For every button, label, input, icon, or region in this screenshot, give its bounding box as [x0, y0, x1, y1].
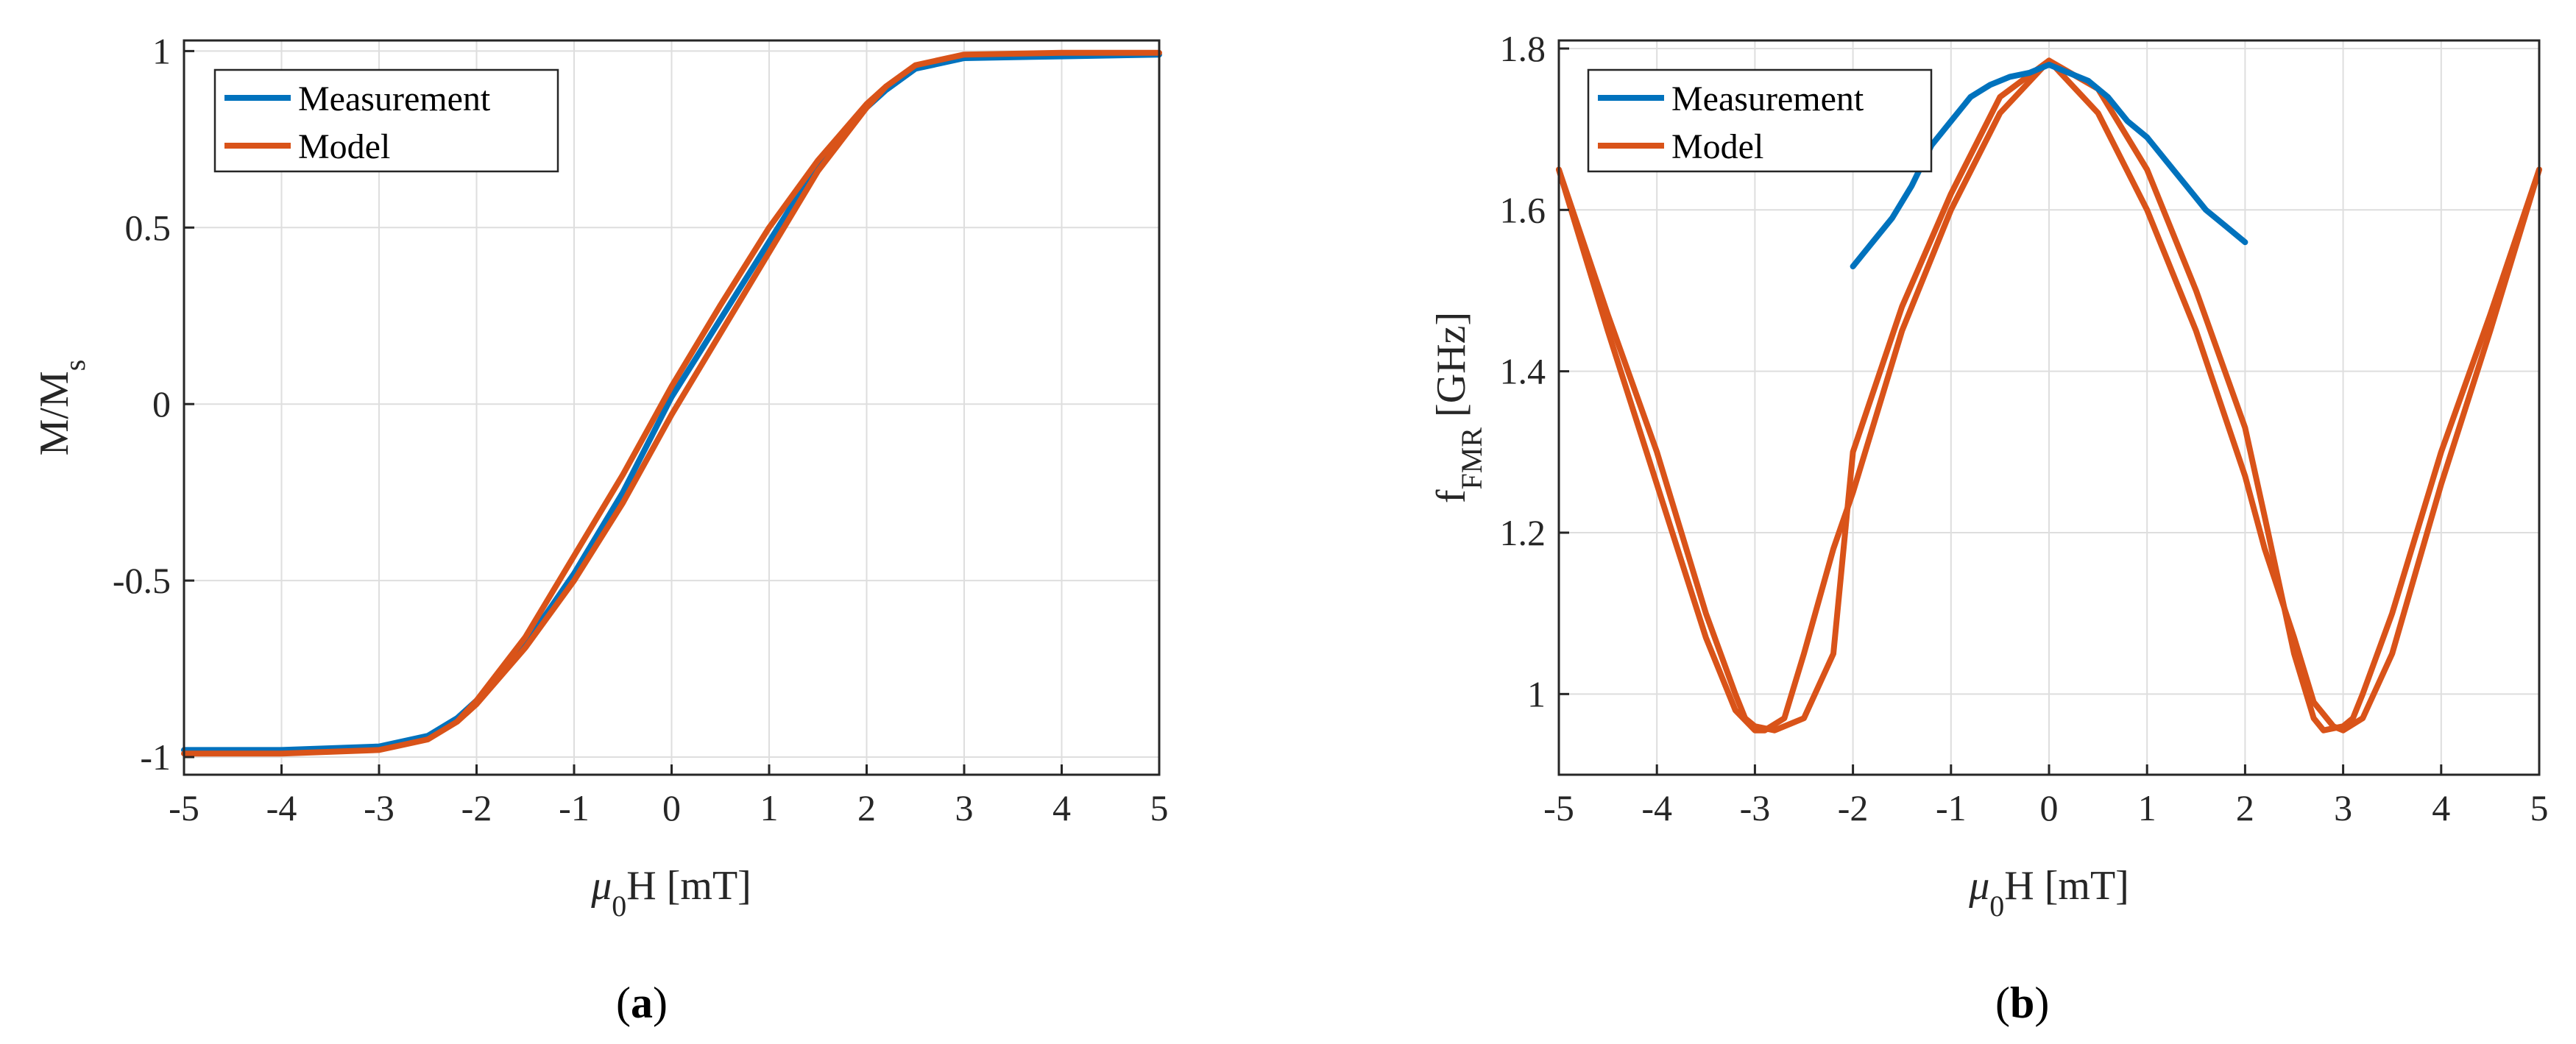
- panel-b-x-tick-label: 0: [2040, 787, 2059, 828]
- panel-a-x-tick-label: 3: [955, 787, 974, 828]
- panel-a-x-tick-label: -1: [559, 787, 590, 828]
- panel-a-x-axis-label: μ0H [mT]: [590, 863, 751, 923]
- panel-b-y-tick-label: 1.6: [1500, 189, 1546, 230]
- panel-a-x-tick-label: 5: [1150, 787, 1169, 828]
- panel-a-x-tick-label: 0: [662, 787, 681, 828]
- panel-a-y-tick-label: -0.5: [113, 560, 171, 601]
- panel-a-x-tick-label: 2: [857, 787, 876, 828]
- panel-a-y-tick-label: 1: [152, 30, 171, 71]
- panel-a-y-tick-label: -1: [140, 736, 171, 778]
- panel-b-x-tick-label: 4: [2432, 787, 2450, 828]
- panel-a-x-tick-label: -2: [461, 787, 492, 828]
- panel-b-x-axis-label: μ0H [mT]: [1968, 863, 2129, 923]
- panel-b-grid: [1558, 40, 2540, 775]
- panel-a-legend-box: [213, 68, 559, 173]
- panel-b-y-tick-label: 1.4: [1500, 351, 1546, 392]
- panel-b-x-tick-label: -4: [1641, 787, 1672, 828]
- panel-a-caption: (a): [616, 979, 668, 1027]
- panel-a-y-tick-label: 0: [152, 383, 171, 425]
- panel-a-x-tick-label: -3: [364, 787, 394, 828]
- panel-b-y-ticks: 1 1.2 1.4 1.6 1.8: [1500, 28, 1569, 714]
- panel-b-x-tick-label: 5: [2530, 787, 2549, 828]
- panel-b-y-tick-label: 1.8: [1500, 28, 1546, 69]
- panel-a-legend: Measurement Model: [213, 68, 559, 173]
- panel-a-x-ticks: -5 -4 -3 -2 -1 0 1 2 3 4 5: [169, 764, 1169, 828]
- panel-b-legend: Measurement Model: [1587, 68, 1933, 173]
- panel-b-x-tick-label: 3: [2334, 787, 2352, 828]
- panel-b-y-tick-label: 1: [1527, 673, 1546, 714]
- panel-a-y-axis-label: M/Ms: [32, 360, 91, 456]
- panel-b-legend-box: [1587, 68, 1933, 173]
- panel-b-x-tick-label: -1: [1936, 787, 1967, 828]
- panel-b-legend-measurement-label: Measurement: [1671, 79, 1864, 118]
- panel-b-caption: (b): [1995, 979, 2049, 1027]
- panel-b-x-tick-label: 1: [2138, 787, 2156, 828]
- panel-b-x-ticks: -5 -4 -3 -2 -1 0 1 2 3 4 5: [1543, 764, 2549, 828]
- panel-a-y-tick-label: 0.5: [125, 207, 171, 248]
- panel-b-chart: -5 -4 -3 -2 -1 0 1 2 3 4 5 1 1.2 1.4 1.6 1.8 Measureme…: [1429, 28, 2549, 1027]
- panel-b-x-tick-label: -2: [1838, 787, 1869, 828]
- panel-a-chart: -5 -4 -3 -2 -1 0 1 2 3 4 5 -1 -0.5 0 0.5 1 Measurement…: [32, 30, 1169, 1027]
- panel-a-x-tick-label: 1: [760, 787, 779, 828]
- panel-b-series-model-line-2: [1556, 57, 2542, 734]
- panel-a-x-tick-label: -5: [169, 787, 199, 828]
- panel-a-y-ticks: -1 -0.5 0 0.5 1: [113, 30, 194, 778]
- panel-b-y-tick-label: 1.2: [1500, 512, 1546, 553]
- panel-b-x-tick-label: -5: [1543, 787, 1574, 828]
- panel-a-legend-measurement-label: Measurement: [298, 79, 491, 118]
- panel-b-y-axis-label: fFMR[GHz]: [1429, 312, 1488, 503]
- panel-b-x-tick-label: -3: [1740, 787, 1771, 828]
- panel-a-legend-model-label: Model: [298, 127, 390, 166]
- panel-b-x-tick-label: 2: [2236, 787, 2254, 828]
- panel-a-x-tick-label: 4: [1052, 787, 1071, 828]
- panel-a-x-tick-label: -4: [266, 787, 297, 828]
- panel-b-legend-model-label: Model: [1671, 127, 1763, 166]
